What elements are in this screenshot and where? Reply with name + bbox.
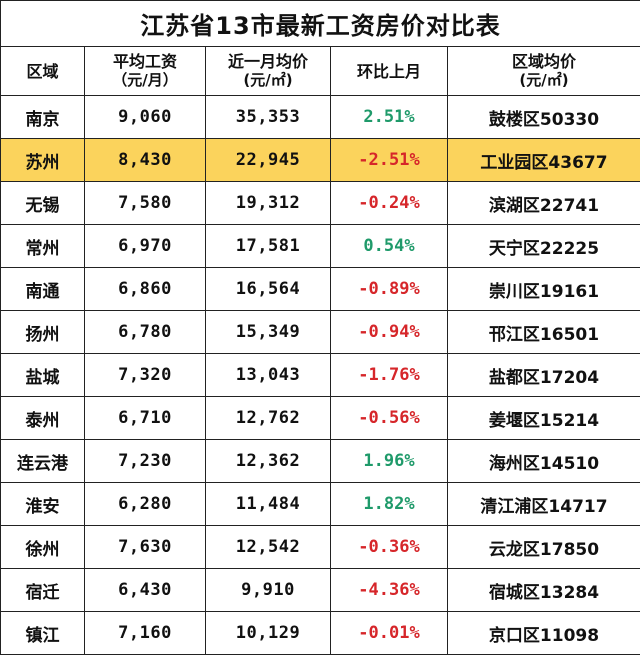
mom-change-cell: -0.94% <box>330 310 448 354</box>
city-cell: 镇江 <box>0 611 85 655</box>
salary-cell: 7,630 <box>84 525 206 569</box>
city-cell: 扬州 <box>0 310 85 354</box>
price-cell: 13,043 <box>205 353 331 397</box>
mom-change-cell: 2.51% <box>330 95 448 139</box>
table-row: 扬州 6,780 15,349 -0.94% 邗江区16501 <box>0 310 640 354</box>
table-row: 连云港 7,230 12,362 1.96% 海州区14510 <box>0 439 640 483</box>
district-price-cell: 姜堰区15214 <box>447 396 640 440</box>
price-cell: 11,484 <box>205 482 331 526</box>
price-cell: 10,129 <box>205 611 331 655</box>
mom-change-cell: -4.36% <box>330 568 448 612</box>
header-salary-label: 平均工资 <box>112 52 177 71</box>
district-price-cell: 工业园区43677 <box>447 138 640 182</box>
header-mom: 环比上月 <box>330 46 448 96</box>
header-price-unit: (元/㎡) <box>243 71 293 89</box>
salary-cell: 6,780 <box>84 310 206 354</box>
mom-change-cell: -0.24% <box>330 181 448 225</box>
table-row: 南京 9,060 35,353 2.51% 鼓楼区50330 <box>0 95 640 139</box>
mom-change-cell: -0.56% <box>330 396 448 440</box>
table-row: 常州 6,970 17,581 0.54% 天宁区22225 <box>0 224 640 268</box>
header-salary-unit: （元/月） <box>112 71 178 89</box>
table-title: 江苏省13市最新工资房价对比表 <box>0 0 640 47</box>
price-cell: 35,353 <box>205 95 331 139</box>
table-row: 宿迁 6,430 9,910 -4.36% 宿城区13284 <box>0 568 640 612</box>
price-cell: 15,349 <box>205 310 331 354</box>
district-price-cell: 海州区14510 <box>447 439 640 483</box>
salary-cell: 6,280 <box>84 482 206 526</box>
district-price-cell: 崇川区19161 <box>447 267 640 311</box>
table-row: 南通 6,860 16,564 -0.89% 崇川区19161 <box>0 267 640 311</box>
mom-change-cell: -1.76% <box>330 353 448 397</box>
district-price-cell: 鼓楼区50330 <box>447 95 640 139</box>
salary-cell: 6,970 <box>84 224 206 268</box>
mom-change-cell: -0.01% <box>330 611 448 655</box>
header-district: 区域均价 (元/㎡) <box>447 46 640 96</box>
table-row: 泰州 6,710 12,762 -0.56% 姜堰区15214 <box>0 396 640 440</box>
header-salary: 平均工资 （元/月） <box>84 46 206 96</box>
salary-cell: 9,060 <box>84 95 206 139</box>
city-cell: 无锡 <box>0 181 85 225</box>
district-price-cell: 邗江区16501 <box>447 310 640 354</box>
district-price-cell: 天宁区22225 <box>447 224 640 268</box>
header-district-unit: (元/㎡) <box>519 71 569 89</box>
table-body: 南京 9,060 35,353 2.51% 鼓楼区50330 苏州 8,430 … <box>0 95 640 655</box>
price-cell: 19,312 <box>205 181 331 225</box>
table-row: 淮安 6,280 11,484 1.82% 清江浦区14717 <box>0 482 640 526</box>
mom-change-cell: 1.82% <box>330 482 448 526</box>
district-price-cell: 京口区11098 <box>447 611 640 655</box>
salary-cell: 7,160 <box>84 611 206 655</box>
mom-change-cell: 0.54% <box>330 224 448 268</box>
price-cell: 16,564 <box>205 267 331 311</box>
salary-cell: 6,430 <box>84 568 206 612</box>
mom-change-cell: -0.89% <box>330 267 448 311</box>
header-row: 区域 平均工资 （元/月） 近一月均价 (元/㎡) 环比上月 区域均价 (元/㎡… <box>0 46 640 96</box>
district-price-cell: 盐都区17204 <box>447 353 640 397</box>
salary-cell: 8,430 <box>84 138 206 182</box>
price-cell: 9,910 <box>205 568 331 612</box>
city-cell: 徐州 <box>0 525 85 569</box>
table-row: 无锡 7,580 19,312 -0.24% 滨湖区22741 <box>0 181 640 225</box>
salary-cell: 7,580 <box>84 181 206 225</box>
table-row: 镇江 7,160 10,129 -0.01% 京口区11098 <box>0 611 640 655</box>
salary-cell: 7,230 <box>84 439 206 483</box>
price-cell: 12,762 <box>205 396 331 440</box>
district-price-cell: 宿城区13284 <box>447 568 640 612</box>
mom-change-cell: -0.36% <box>330 525 448 569</box>
mom-change-cell: 1.96% <box>330 439 448 483</box>
city-cell: 南京 <box>0 95 85 139</box>
city-cell: 宿迁 <box>0 568 85 612</box>
district-price-cell: 滨湖区22741 <box>447 181 640 225</box>
city-cell: 南通 <box>0 267 85 311</box>
table-row: 盐城 7,320 13,043 -1.76% 盐都区17204 <box>0 353 640 397</box>
price-cell: 12,362 <box>205 439 331 483</box>
mom-change-cell: -2.51% <box>330 138 448 182</box>
city-cell: 淮安 <box>0 482 85 526</box>
city-cell: 连云港 <box>0 439 85 483</box>
price-cell: 17,581 <box>205 224 331 268</box>
salary-cell: 7,320 <box>84 353 206 397</box>
header-price: 近一月均价 (元/㎡) <box>205 46 331 96</box>
header-district-label: 区域均价 <box>511 52 576 71</box>
city-cell: 苏州 <box>0 138 85 182</box>
city-cell: 常州 <box>0 224 85 268</box>
header-region: 区域 <box>0 46 85 96</box>
city-cell: 盐城 <box>0 353 85 397</box>
salary-cell: 6,860 <box>84 267 206 311</box>
city-cell: 泰州 <box>0 396 85 440</box>
district-price-cell: 清江浦区14717 <box>447 482 640 526</box>
table-row: 苏州 8,430 22,945 -2.51% 工业园区43677 <box>0 138 640 182</box>
district-price-cell: 云龙区17850 <box>447 525 640 569</box>
header-price-label: 近一月均价 <box>227 52 308 71</box>
price-cell: 12,542 <box>205 525 331 569</box>
table-row: 徐州 7,630 12,542 -0.36% 云龙区17850 <box>0 525 640 569</box>
price-cell: 22,945 <box>205 138 331 182</box>
salary-cell: 6,710 <box>84 396 206 440</box>
